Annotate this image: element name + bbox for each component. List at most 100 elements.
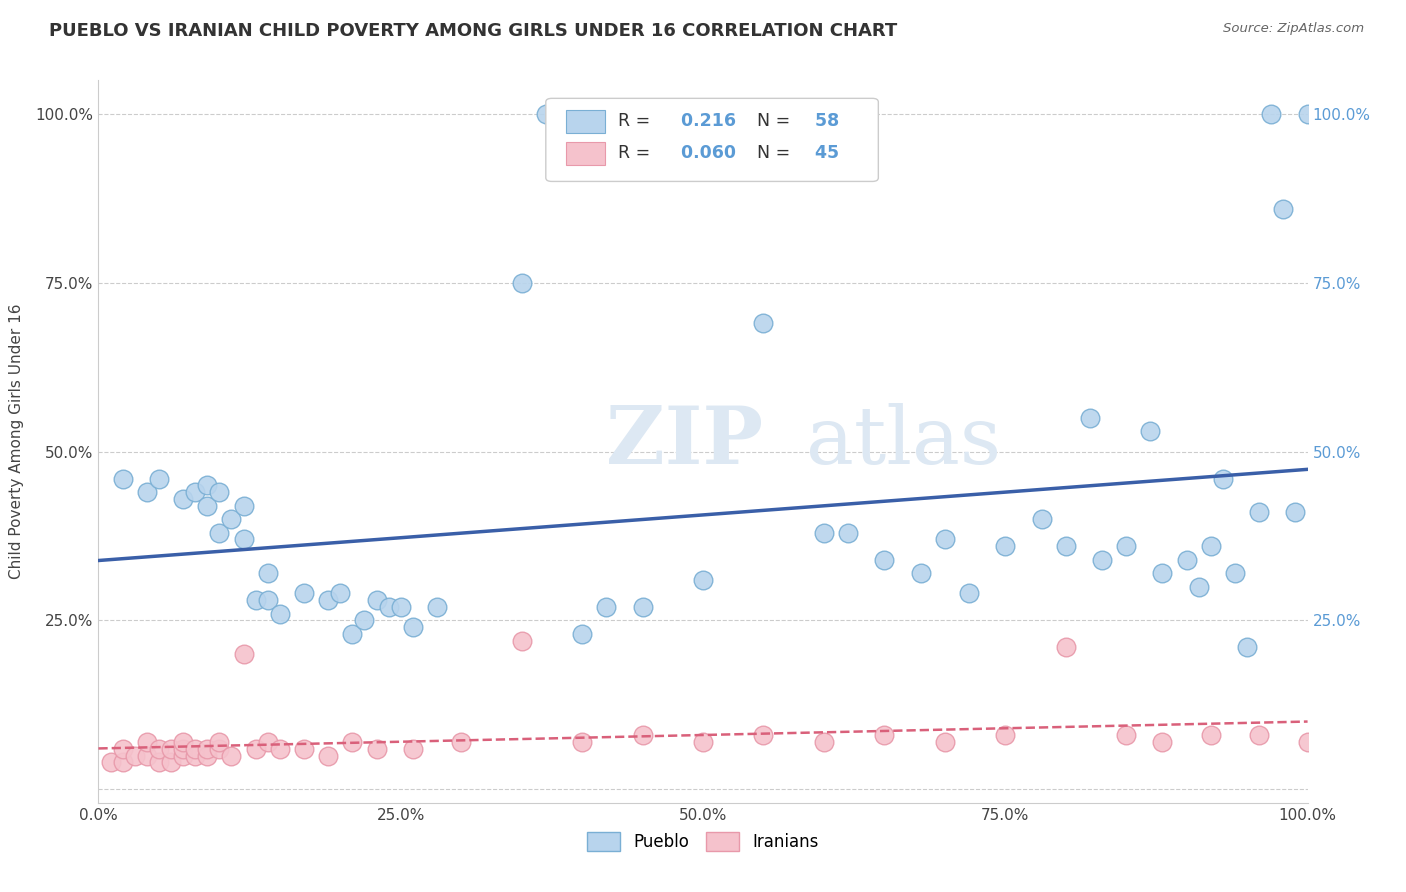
Point <box>184 741 207 756</box>
Point <box>1188 580 1211 594</box>
Point <box>1249 505 1271 519</box>
Point <box>1175 552 1198 566</box>
Point <box>1236 640 1258 655</box>
Point <box>692 735 714 749</box>
Point <box>245 741 267 756</box>
Point <box>184 485 207 500</box>
Point <box>208 525 231 540</box>
Point <box>1212 472 1234 486</box>
Text: Source: ZipAtlas.com: Source: ZipAtlas.com <box>1223 22 1364 36</box>
Text: atlas: atlas <box>806 402 1001 481</box>
Text: N =: N = <box>758 112 796 130</box>
Point <box>195 478 218 492</box>
Point <box>994 728 1017 742</box>
Point <box>292 741 315 756</box>
Point <box>124 748 146 763</box>
Text: N =: N = <box>758 145 796 162</box>
Point <box>426 599 449 614</box>
Point <box>232 647 254 661</box>
Point <box>837 525 859 540</box>
Point <box>316 748 339 763</box>
FancyBboxPatch shape <box>567 142 605 165</box>
Point <box>450 735 472 749</box>
Point <box>571 735 593 749</box>
Point <box>1272 202 1295 216</box>
Point <box>510 633 533 648</box>
Point <box>813 735 835 749</box>
Point <box>342 735 364 749</box>
Point <box>135 485 157 500</box>
Point <box>269 741 291 756</box>
Legend: Pueblo, Iranians: Pueblo, Iranians <box>578 823 828 860</box>
Point <box>1115 728 1137 742</box>
Point <box>195 748 218 763</box>
FancyBboxPatch shape <box>546 98 879 181</box>
Point <box>256 566 278 581</box>
Point <box>232 533 254 547</box>
Point <box>221 512 243 526</box>
Point <box>1152 566 1174 581</box>
Point <box>148 472 170 486</box>
Point <box>1249 728 1271 742</box>
Point <box>329 586 352 600</box>
Point <box>111 756 134 770</box>
Point <box>100 756 122 770</box>
Point <box>256 735 278 749</box>
Point <box>1139 425 1161 439</box>
Point <box>148 756 170 770</box>
Point <box>1284 505 1306 519</box>
Point <box>316 593 339 607</box>
Point <box>366 593 388 607</box>
Point <box>208 485 231 500</box>
Point <box>195 499 218 513</box>
Point <box>172 735 194 749</box>
Point <box>135 748 157 763</box>
FancyBboxPatch shape <box>567 110 605 133</box>
Point <box>1296 107 1319 121</box>
Point <box>1296 735 1319 749</box>
Point <box>1223 566 1246 581</box>
Point <box>172 741 194 756</box>
Point <box>245 593 267 607</box>
Point <box>160 741 183 756</box>
Point <box>269 607 291 621</box>
Point <box>813 525 835 540</box>
Point <box>111 741 134 756</box>
Text: 0.060: 0.060 <box>669 145 737 162</box>
Point <box>172 491 194 506</box>
Point <box>402 741 425 756</box>
Point <box>366 741 388 756</box>
Text: 45: 45 <box>810 145 839 162</box>
Point <box>208 735 231 749</box>
Point <box>195 741 218 756</box>
Point <box>752 728 775 742</box>
Point <box>208 741 231 756</box>
Point <box>752 317 775 331</box>
Point <box>1054 640 1077 655</box>
Point <box>631 599 654 614</box>
Point <box>135 735 157 749</box>
Point <box>221 748 243 763</box>
Point <box>402 620 425 634</box>
Point <box>692 573 714 587</box>
Point <box>342 627 364 641</box>
Point <box>353 614 375 628</box>
Point <box>957 586 980 600</box>
Text: 0.216: 0.216 <box>669 112 737 130</box>
Point <box>1199 539 1222 553</box>
Point <box>389 599 412 614</box>
Point <box>873 728 896 742</box>
Point <box>184 748 207 763</box>
Text: R =: R = <box>619 145 657 162</box>
Text: R =: R = <box>619 112 657 130</box>
Text: PUEBLO VS IRANIAN CHILD POVERTY AMONG GIRLS UNDER 16 CORRELATION CHART: PUEBLO VS IRANIAN CHILD POVERTY AMONG GI… <box>49 22 897 40</box>
Point <box>377 599 399 614</box>
Text: 58: 58 <box>810 112 839 130</box>
Point <box>160 756 183 770</box>
Point <box>934 735 956 749</box>
Point <box>1031 512 1053 526</box>
Point <box>111 472 134 486</box>
Point <box>1199 728 1222 742</box>
Point <box>994 539 1017 553</box>
Point <box>232 499 254 513</box>
